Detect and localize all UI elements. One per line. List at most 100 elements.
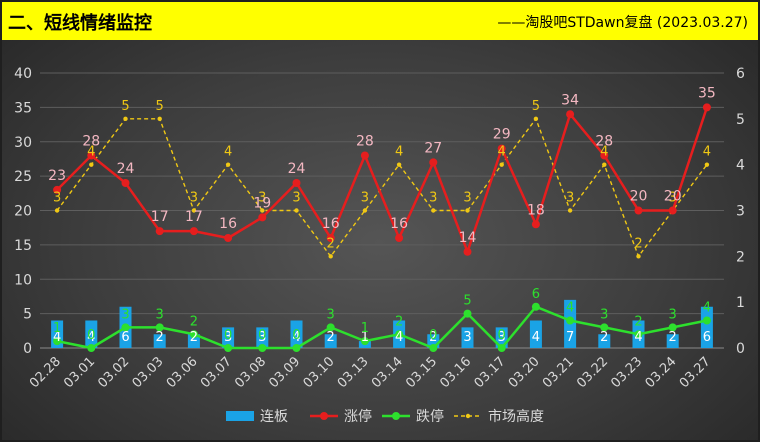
data-label-连板: 3 (498, 330, 506, 345)
data-label-市场高度: 3 (361, 191, 369, 206)
point-市场高度 (294, 208, 299, 213)
data-label-涨停: 20 (630, 189, 648, 205)
point-市场高度 (533, 116, 539, 122)
page-title: 二、短线情绪监控 (8, 13, 152, 34)
x-tick-label: 03.10 (301, 354, 338, 391)
data-label-连板: 7 (566, 330, 574, 345)
point-涨停 (395, 234, 404, 242)
x-tick-label: 03.15 (403, 354, 440, 391)
point-跌停 (87, 344, 96, 352)
data-label-涨停: 20 (664, 189, 682, 205)
x-tick-label: 02.28 (27, 354, 64, 391)
data-label-连板: 4 (53, 330, 61, 345)
x-tick-label: 03.09 (266, 354, 303, 391)
bar-连板 (461, 327, 474, 348)
point-市场高度 (260, 208, 265, 213)
data-label-涨停: 28 (356, 134, 374, 150)
source-caption: ——淘股吧STDawn复盘 (2023.03.27) (497, 15, 748, 31)
data-label-市场高度: 2 (327, 236, 335, 251)
point-跌停 (634, 330, 643, 339)
x-tick-label: 03.21 (540, 354, 577, 391)
y-left-tick-label: 30 (14, 135, 32, 151)
data-label-涨停: 28 (595, 134, 613, 150)
point-涨停 (634, 206, 643, 215)
data-label-涨停: 17 (151, 209, 169, 225)
data-label-连板: 2 (669, 330, 677, 345)
data-label-市场高度: 5 (121, 99, 129, 114)
x-tick-label: 03.17 (472, 354, 509, 391)
bar-连板 (290, 320, 303, 348)
point-跌停 (702, 316, 711, 325)
data-label-市场高度: 3 (669, 191, 677, 206)
data-label-连板: 4 (87, 330, 95, 345)
data-label-跌停: 2 (190, 314, 198, 329)
bar-连板 (187, 334, 200, 348)
point-跌停 (531, 302, 540, 311)
y-left-tick-label: 0 (23, 341, 32, 357)
data-label-连板: 2 (600, 330, 608, 345)
point-跌停 (600, 323, 609, 332)
point-市场高度 (54, 208, 60, 213)
data-label-跌停: 3 (121, 307, 129, 322)
x-tick-label: 03.22 (574, 354, 611, 391)
x-tick-label: 03.16 (437, 354, 474, 391)
series-line-跌停 (56, 305, 708, 350)
data-label-跌停: 0 (87, 328, 95, 343)
point-涨停 (87, 151, 96, 160)
point-市场高度 (431, 208, 436, 213)
data-label-市场高度: 3 (429, 191, 437, 206)
data-label-市场高度: 3 (190, 191, 198, 206)
data-label-市场高度: 3 (258, 191, 266, 206)
data-label-跌停: 6 (532, 287, 540, 302)
x-tick-label: 03.02 (95, 354, 132, 391)
bar-连板 (222, 327, 235, 348)
x-tick-label: 03.24 (643, 354, 680, 391)
data-label-跌停: 1 (53, 321, 61, 336)
data-label-连板: 2 (429, 330, 437, 345)
point-涨停 (360, 151, 369, 160)
legend-label-涨停: 涨停 (344, 408, 372, 425)
x-tick-label: 03.01 (61, 354, 98, 391)
point-涨停 (600, 151, 609, 160)
point-涨停 (53, 185, 62, 194)
data-label-跌停: 5 (463, 294, 471, 309)
data-label-跌停: 1 (361, 321, 369, 336)
y-right-tick-label: 3 (736, 204, 745, 220)
data-label-涨停: 16 (219, 216, 237, 232)
x-tick-label: 03.08 (232, 354, 269, 391)
bar-连板 (666, 334, 679, 348)
bar-连板 (598, 334, 611, 348)
point-涨停 (702, 103, 711, 112)
data-label-跌停: 3 (600, 307, 608, 322)
point-市场高度 (362, 208, 368, 213)
y-left-tick-label: 35 (14, 100, 32, 116)
data-label-跌停: 0 (429, 328, 437, 343)
data-label-涨停: 16 (390, 216, 408, 232)
point-市场高度 (704, 162, 710, 167)
data-label-连板: 4 (292, 330, 300, 345)
data-label-跌停: 0 (498, 328, 506, 343)
data-label-跌停: 2 (634, 314, 642, 329)
data-label-连板: 3 (463, 330, 471, 345)
data-label-连板: 6 (121, 330, 129, 345)
data-label-跌停: 0 (224, 328, 232, 343)
point-跌停 (497, 344, 506, 352)
data-label-连板: 4 (532, 330, 540, 345)
y-right-tick-label: 4 (736, 158, 745, 174)
data-label-涨停: 35 (698, 85, 716, 101)
point-涨停 (566, 110, 575, 119)
data-label-跌停: 4 (566, 301, 574, 316)
point-跌停 (326, 323, 335, 332)
point-跌停 (155, 323, 164, 332)
x-tick-label: 03.14 (369, 354, 406, 391)
data-label-涨停: 28 (82, 134, 100, 150)
bar-连板 (324, 334, 337, 348)
point-市场高度 (191, 208, 197, 213)
x-tick-label: 03.06 (164, 354, 201, 391)
data-label-跌停: 0 (258, 328, 266, 343)
point-涨停 (121, 179, 130, 187)
data-label-连板: 6 (703, 330, 711, 345)
point-跌停 (668, 323, 677, 332)
